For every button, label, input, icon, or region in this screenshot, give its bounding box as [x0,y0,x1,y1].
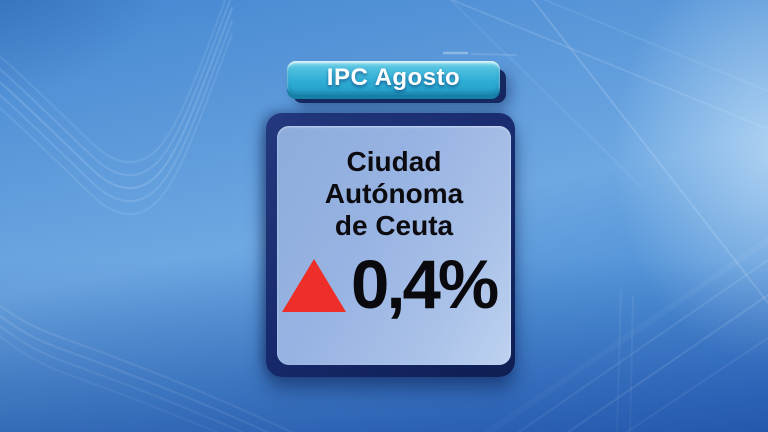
stat-card: Ciudad Autónoma de Ceuta 0,4% [277,126,511,365]
ipc-header-badge: IPC Agosto [287,61,500,95]
ipc-value: 0,4% [351,246,499,323]
badge-label: IPC Agosto [326,64,461,91]
region-line1: Ciudad Autónoma [324,146,464,209]
region-name: Ciudad Autónoma de Ceuta [277,146,511,242]
triangle-up-icon [282,259,346,312]
region-line2: de Ceuta [334,210,454,241]
card-backing-plate: Ciudad Autónoma de Ceuta 0,4% [266,113,515,377]
